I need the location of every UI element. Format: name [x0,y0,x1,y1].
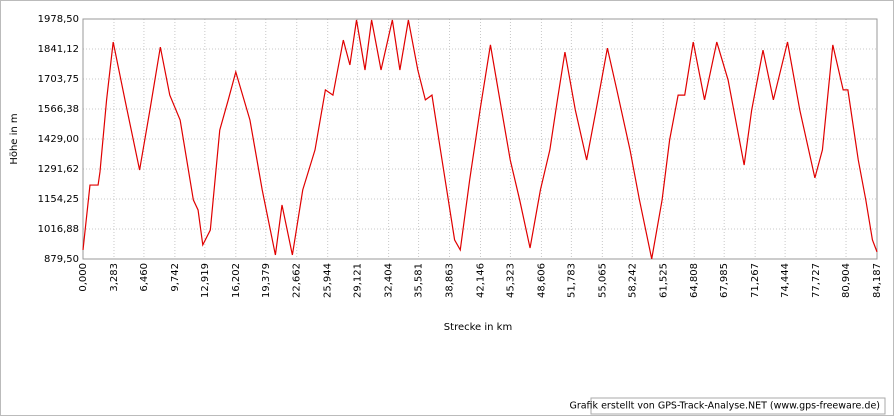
x-tick-label: 84,187 [872,263,883,298]
footer-box [590,397,886,415]
x-tick-label: 35,581 [414,263,425,298]
footer: Grafik erstellt von GPS-Track-Analyse.NE… [569,401,880,412]
x-tick-label: 51,783 [566,263,577,298]
y-tick-label: 1978,50 [38,14,79,25]
y-tick-label: 1429,00 [38,134,79,145]
x-tick-label: 12,919 [200,263,211,298]
x-tick-label: 29,121 [353,263,364,298]
y-tick-label: 1566,38 [38,104,79,115]
x-tick-label: 45,323 [505,263,516,298]
x-tick-label: 64,808 [689,263,700,298]
x-tick-label: 9,742 [170,263,181,292]
x-tick-label: 77,727 [811,263,822,298]
elevation-line [82,19,878,260]
x-tick-label: 19,379 [261,263,272,298]
x-tick-label: 58,242 [627,263,638,298]
x-tick-label: 3,283 [109,263,120,292]
y-tick-label: 879,50 [44,254,79,265]
y-tick-label: 1841,12 [38,44,79,55]
x-tick-label: 16,202 [231,263,242,298]
x-axis-label: Strecke in km [444,322,512,333]
plot-border [82,18,878,260]
x-tick-label: 71,267 [750,263,761,298]
x-tick-label: 74,444 [780,263,791,298]
x-tick-label: 32,404 [384,263,395,298]
x-tick-label: 6,460 [139,263,150,292]
x-tick-label: 48,606 [536,263,547,298]
x-tick-label: 25,944 [323,263,334,298]
y-tick-label: 1154,25 [38,194,79,205]
x-tick-label: 67,985 [719,263,730,298]
x-tick-label: 22,662 [292,263,303,298]
x-tick-label: 80,904 [841,263,852,298]
y-tick-label: 1291,62 [38,164,79,175]
y-tick-label: 1016,88 [38,224,79,235]
x-tick-label: 61,525 [658,263,669,298]
x-tick-label: 38,863 [445,263,456,298]
y-tick-label: 1703,75 [38,74,79,85]
x-tick-label: 0,000 [78,263,89,292]
x-tick-label: 55,065 [597,263,608,298]
y-axis-label: Höhe in m [9,113,20,164]
x-tick-label: 42,146 [475,263,486,298]
